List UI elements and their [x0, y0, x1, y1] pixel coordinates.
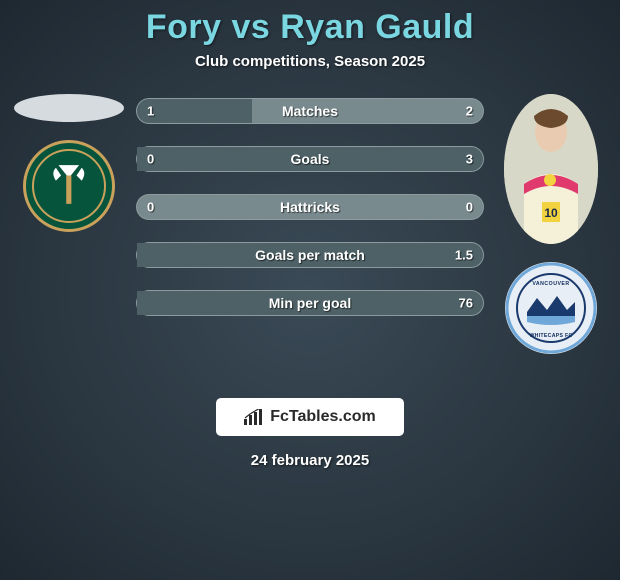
whitecaps-icon: VANCOUVER WHITECAPS FC	[505, 262, 597, 354]
stat-row: 0 Goals 3	[136, 146, 484, 172]
source-badge: FcTables.com	[216, 398, 404, 436]
source-label: FcTables.com	[270, 408, 376, 426]
page-subtitle: Club competitions, Season 2025	[195, 53, 425, 70]
stat-value-right: 2	[466, 104, 473, 119]
page-title: Fory vs Ryan Gauld	[146, 8, 474, 47]
stat-value-left: 1	[147, 104, 154, 119]
stat-row: Goals per match 1.5	[136, 242, 484, 268]
stat-label: Matches	[282, 103, 338, 119]
date-label: 24 february 2025	[251, 452, 369, 469]
comparison-body: 1 Matches 2 0 Goals 3 0 Hattricks 0 Goals per mat…	[0, 94, 620, 354]
stat-fill-left	[137, 99, 252, 123]
club-badge-left	[23, 140, 115, 232]
comparison-card: Fory vs Ryan Gauld Club competitions, Se…	[0, 0, 620, 580]
player-right-column: 10 VANCOUVER WHITECAPS FC	[496, 94, 606, 354]
svg-text:WHITECAPS FC: WHITECAPS FC	[529, 333, 572, 339]
stat-row: 0 Hattricks 0	[136, 194, 484, 220]
stat-label: Goals	[291, 151, 330, 167]
axe-icon	[43, 160, 95, 212]
svg-text:10: 10	[544, 206, 558, 220]
stats-bars: 1 Matches 2 0 Goals 3 0 Hattricks 0 Goals per mat…	[136, 94, 484, 316]
stat-label: Goals per match	[255, 247, 365, 263]
stat-value-right: 3	[466, 152, 473, 167]
club-badge-right: VANCOUVER WHITECAPS FC	[505, 262, 597, 354]
player-right-photo: 10	[504, 94, 598, 244]
stat-value-right: 0	[466, 200, 473, 215]
stat-label: Min per goal	[269, 295, 351, 311]
chart-icon	[244, 409, 264, 425]
player-left-column	[14, 94, 124, 232]
stat-row: 1 Matches 2	[136, 98, 484, 124]
svg-text:VANCOUVER: VANCOUVER	[532, 281, 569, 287]
stat-label: Hattricks	[280, 199, 340, 215]
stat-value-left: 0	[147, 200, 154, 215]
player-left-photo-placeholder	[14, 94, 124, 122]
stat-value-right: 1.5	[455, 248, 473, 263]
stat-row: Min per goal 76	[136, 290, 484, 316]
stat-value-left: 0	[147, 152, 154, 167]
stat-value-right: 76	[459, 296, 473, 311]
